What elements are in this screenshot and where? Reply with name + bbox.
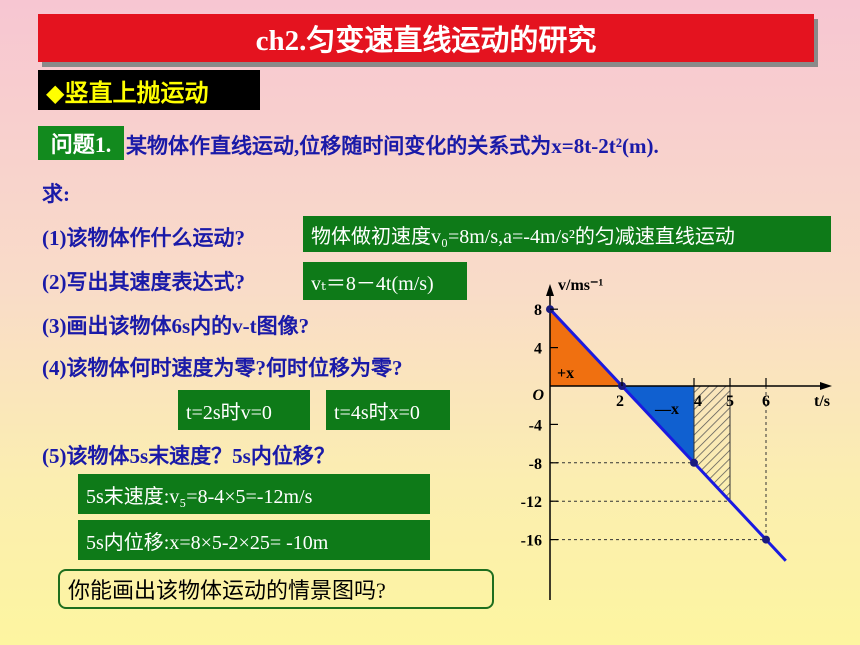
y-tick-label: 8 xyxy=(534,302,542,319)
answer-1: 物体做初速度v₀=8m/s,a=-4m/s²的匀减速直线运动 xyxy=(303,216,831,252)
positive-area-label: +x xyxy=(557,365,574,382)
prompt-box: 你能画出该物体运动的情景图吗? xyxy=(58,569,494,609)
x-tick-label: 5 xyxy=(726,393,734,410)
question-1: (1)该物体作什么运动? xyxy=(42,226,245,250)
x-tick-label: 2 xyxy=(616,393,624,410)
x-tick-label: 6 xyxy=(762,393,770,410)
ask-label: 求: xyxy=(42,182,70,206)
data-point xyxy=(690,458,698,467)
answer-2: vₜ＝8－4t(m/s) xyxy=(303,262,467,300)
page-title: ch2.匀变速直线运动的研究 xyxy=(38,14,814,62)
question-2: (2)写出其速度表达式? xyxy=(42,270,245,294)
y-tick-label: -4 xyxy=(529,417,542,434)
section-heading: ◆竖直上抛运动 xyxy=(38,70,260,110)
y-tick-label: 4 xyxy=(534,341,542,358)
x-tick-label: 4 xyxy=(694,393,702,410)
answer-4b: t=4s时x=0 xyxy=(326,390,450,430)
x-axis-arrow xyxy=(820,382,832,390)
answer-5b: 5s内位移:x=8×5-2×25= -10m xyxy=(78,520,430,560)
y-tick-label: -12 xyxy=(521,494,542,511)
question-5: (5)该物体5s末速度？5s内位移？ xyxy=(42,444,335,468)
question-4: (4)该物体何时速度为零?何时位移为零? xyxy=(42,356,403,380)
data-point xyxy=(762,535,770,544)
question-tag: 问题1. xyxy=(38,126,124,160)
y-tick-label: -8 xyxy=(529,456,542,473)
series-line xyxy=(548,308,787,562)
answer-4a: t=2s时v=0 xyxy=(178,390,310,430)
answer-5a: 5s末速度:v₅=8-4×5=-12m/s xyxy=(78,474,430,514)
x-axis-label: t/s xyxy=(814,393,830,410)
y-tick-label: O xyxy=(532,387,544,404)
y-tick-label: -16 xyxy=(521,533,542,550)
question-3: (3)画出该物体6s内的v-t图像? xyxy=(42,314,310,338)
question-text: 某物体作直线运动,位移随时间变化的关系式为x=8t-2t²(m). xyxy=(126,134,659,158)
y-axis-arrow xyxy=(546,284,554,296)
y-axis-label: v/ms⁻¹ xyxy=(558,277,603,294)
negative-area-label: —x xyxy=(654,401,679,418)
